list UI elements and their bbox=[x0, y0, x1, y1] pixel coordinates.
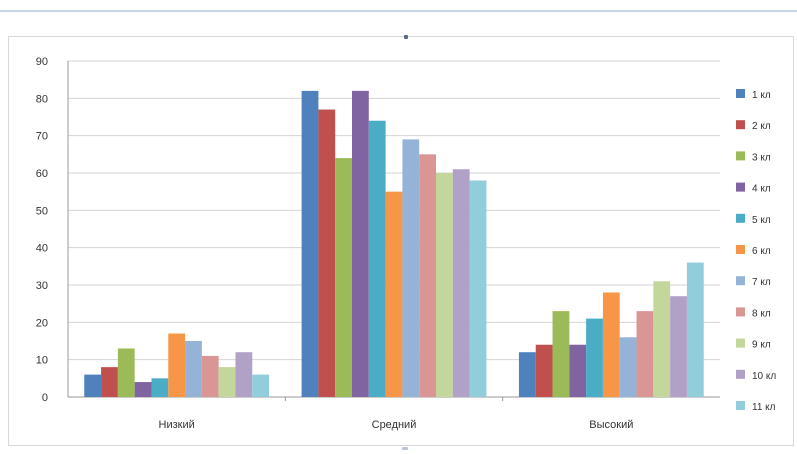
y-tick-label: 60 bbox=[36, 168, 48, 180]
legend-label: 9 кл bbox=[752, 340, 771, 351]
y-tick-label: 10 bbox=[36, 355, 48, 367]
top-divider bbox=[0, 10, 797, 12]
legend-label: 5 кл bbox=[752, 215, 771, 226]
y-tick-label: 50 bbox=[36, 205, 48, 217]
bar bbox=[636, 311, 654, 397]
bar bbox=[318, 109, 336, 398]
bar bbox=[151, 378, 169, 397]
legend-label: 6 кл bbox=[752, 246, 771, 257]
bar bbox=[436, 173, 453, 397]
y-tick-label: 40 bbox=[36, 243, 48, 255]
legend-label: 3 кл bbox=[752, 152, 771, 163]
legend-label: 1 кл bbox=[752, 90, 771, 101]
bar bbox=[134, 382, 152, 397]
bar bbox=[452, 169, 470, 397]
bar bbox=[218, 367, 236, 397]
legend-label: 2 кл bbox=[752, 121, 771, 132]
bar bbox=[469, 180, 487, 397]
bar bbox=[402, 139, 420, 397]
bar bbox=[686, 262, 704, 397]
bar bbox=[301, 90, 319, 397]
chart-resize-handle[interactable] bbox=[404, 35, 408, 39]
bar bbox=[602, 292, 620, 397]
legend-swatch bbox=[736, 89, 745, 98]
legend-swatch bbox=[736, 276, 745, 286]
legend-swatch bbox=[736, 401, 745, 410]
legend-swatch bbox=[736, 182, 745, 192]
x-tick-label: Средний bbox=[372, 419, 417, 431]
legend-swatch bbox=[736, 307, 745, 317]
bar bbox=[352, 90, 369, 397]
bar bbox=[670, 296, 687, 397]
bar bbox=[385, 191, 403, 397]
bar bbox=[368, 120, 386, 397]
bar bbox=[552, 311, 570, 397]
y-tick-label: 80 bbox=[36, 93, 48, 105]
bar bbox=[535, 344, 553, 397]
legend-label: 8 кл bbox=[752, 308, 771, 319]
bar bbox=[201, 355, 219, 397]
bar bbox=[335, 158, 352, 397]
bar bbox=[101, 367, 118, 397]
x-tick-label: Низкий bbox=[159, 419, 195, 431]
y-tick-label: 0 bbox=[42, 392, 48, 404]
legend-swatch bbox=[736, 338, 745, 348]
legend-label: 4 кл bbox=[752, 184, 771, 195]
y-tick-label: 30 bbox=[36, 280, 48, 292]
legend-swatch bbox=[736, 245, 745, 254]
bar bbox=[252, 374, 270, 397]
legend-swatch bbox=[736, 369, 745, 379]
legend-label: 7 кл bbox=[752, 277, 771, 288]
bar bbox=[586, 318, 603, 397]
bar bbox=[653, 281, 671, 397]
x-tick-label: Высокий bbox=[589, 419, 633, 431]
legend-label: 11 кл bbox=[752, 402, 776, 413]
chart-resize-handle-bottom[interactable] bbox=[402, 447, 408, 450]
bar bbox=[168, 333, 186, 397]
y-tick-label: 90 bbox=[36, 56, 48, 68]
bar bbox=[619, 337, 637, 397]
bar bbox=[419, 154, 436, 397]
bar bbox=[569, 344, 587, 397]
legend-label: 10 кл bbox=[752, 371, 776, 382]
bar bbox=[84, 374, 102, 397]
bar bbox=[117, 348, 135, 397]
bar bbox=[235, 352, 253, 397]
legend-swatch bbox=[736, 151, 745, 161]
legend-swatch bbox=[736, 213, 745, 223]
y-tick-label: 70 bbox=[36, 131, 48, 143]
bar bbox=[518, 352, 536, 397]
legend-swatch bbox=[736, 120, 745, 130]
bar bbox=[185, 341, 202, 397]
y-tick-label: 20 bbox=[36, 317, 48, 329]
